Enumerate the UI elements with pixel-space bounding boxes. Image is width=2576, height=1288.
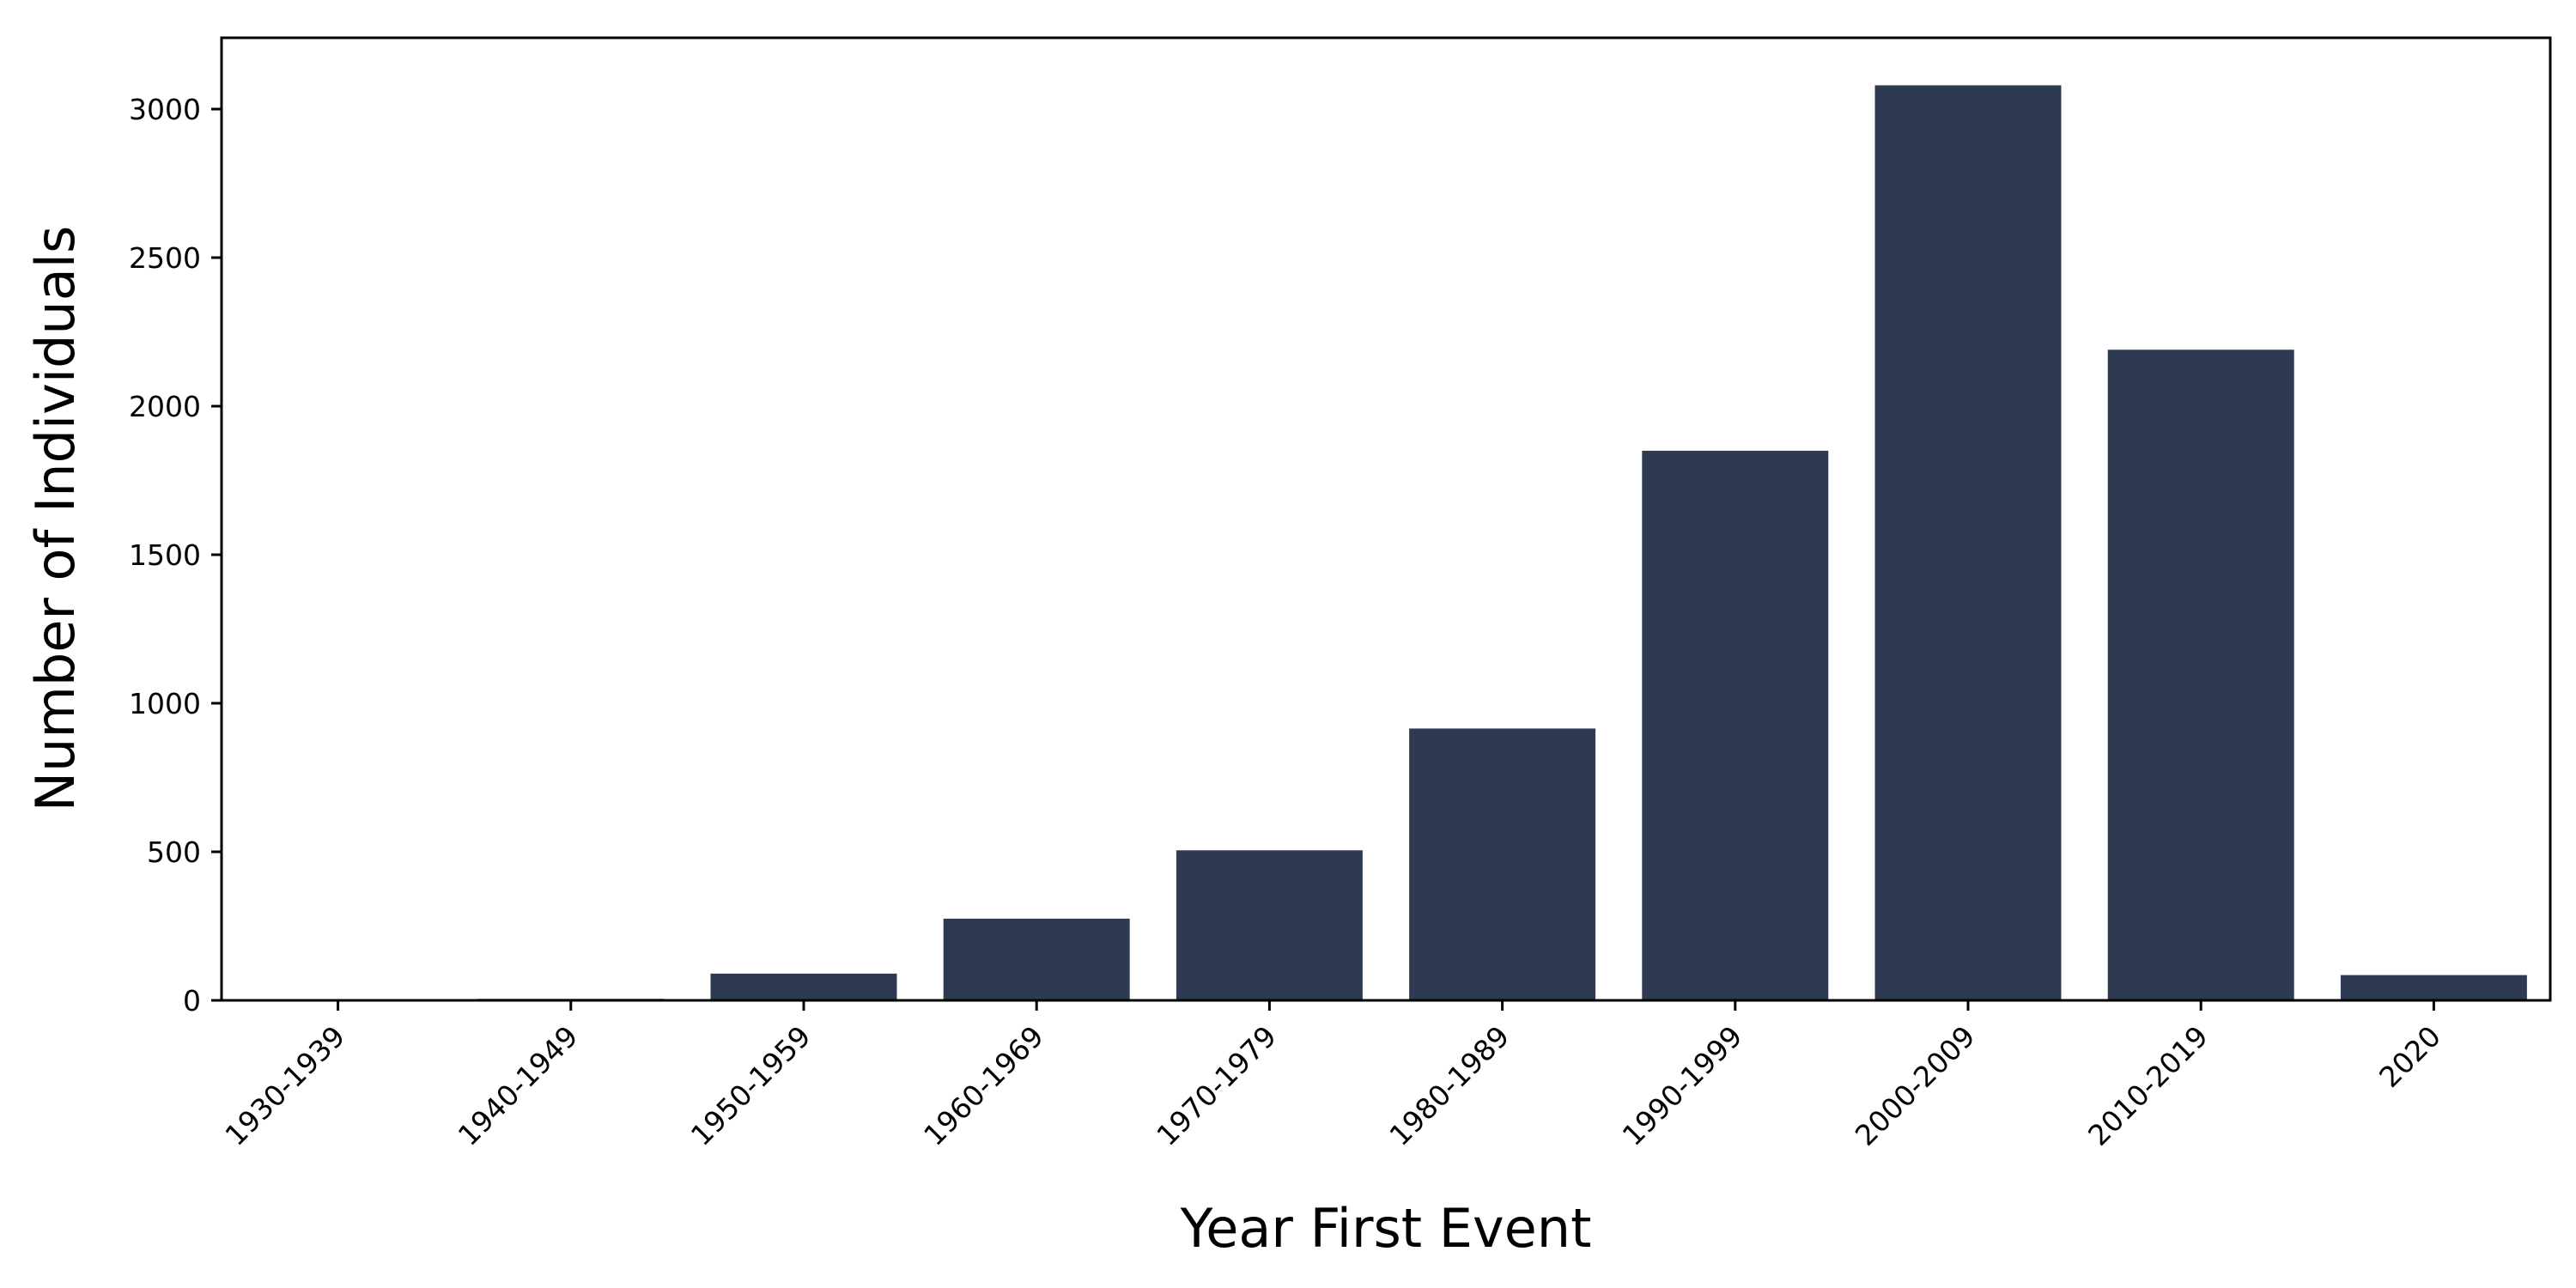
y-axis-ticks: 0 500 1000 1500 2000 2500 3000: [129, 93, 222, 1018]
x-tick-label: 2010-2019: [2081, 1019, 2215, 1152]
bar-1950-1959: [710, 973, 897, 1000]
y-axis-label: Number of Individuals: [24, 226, 87, 811]
x-tick-label: 1960-1969: [917, 1019, 1050, 1152]
x-axis-ticks: 1930-1939 1940-1949 1950-1959 1960-1969 1970…: [218, 1000, 2447, 1152]
bar-2010-2019: [2107, 349, 2294, 1000]
x-tick-label: 1950-1959: [684, 1019, 817, 1152]
y-tick-label: 0: [183, 984, 201, 1018]
x-tick-label: 1980-1989: [1382, 1019, 1516, 1152]
x-tick-label: 1930-1939: [218, 1019, 351, 1152]
x-tick-label: 2000-2009: [1849, 1019, 1982, 1152]
y-tick-label: 3000: [129, 93, 201, 126]
y-tick-label: 500: [147, 835, 201, 869]
bar-1990-1999: [1642, 450, 1829, 1000]
y-tick-label: 1500: [129, 538, 201, 572]
x-axis-label: Year First Event: [1180, 1197, 1592, 1260]
bars-group: [245, 85, 2527, 1000]
x-tick-label: 1970-1979: [1150, 1019, 1283, 1152]
bar-2020: [2340, 975, 2527, 1000]
x-tick-label: 1990-1999: [1616, 1019, 1749, 1152]
bar-2000-2009: [1874, 85, 2062, 1000]
y-tick-label: 1000: [129, 687, 201, 720]
plot-frame: [220, 36, 2552, 1002]
y-tick-label: 2500: [129, 241, 201, 275]
bar-1960-1969: [943, 918, 1130, 1000]
y-tick-label: 2000: [129, 390, 201, 423]
x-tick-label: 1940-1949: [452, 1019, 585, 1152]
bar-1980-1989: [1409, 728, 1596, 1000]
bar-1970-1979: [1176, 850, 1363, 1000]
x-tick-label: 2020: [2372, 1019, 2447, 1094]
